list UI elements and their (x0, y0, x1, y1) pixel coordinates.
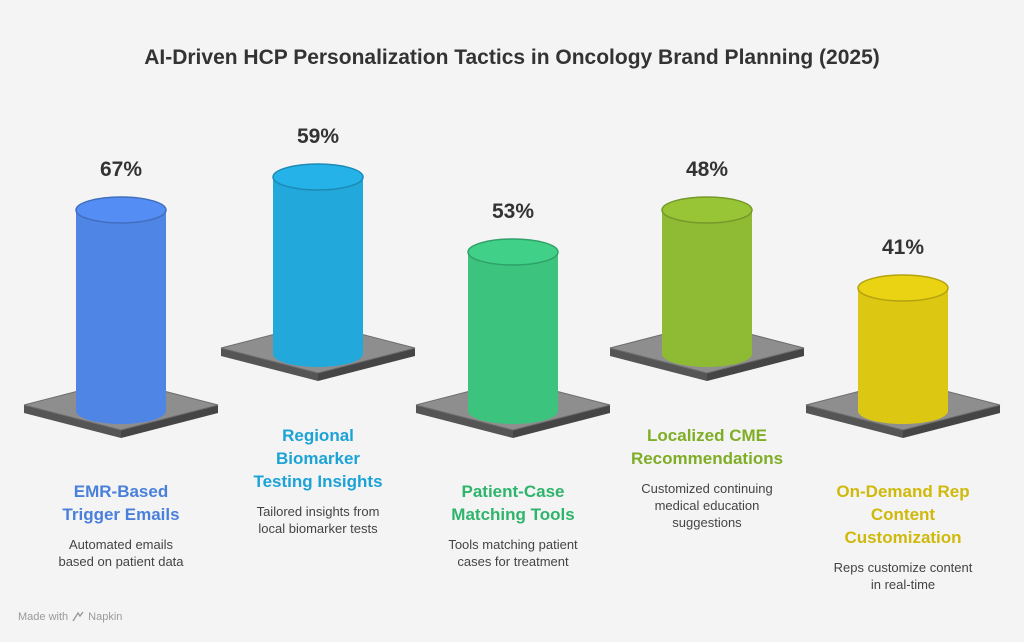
category-label-line: Matching Tools (451, 505, 575, 524)
value-label-4: 48% (686, 158, 728, 181)
category-label-line: Content (870, 505, 936, 524)
category-description-5: Reps customize content in real-time (808, 559, 998, 593)
base-plate-side-right (121, 405, 218, 438)
category-label-line: EMR-Based (73, 482, 169, 501)
cylinder-top (272, 163, 364, 191)
cylinder-bar-4: 48% (609, 158, 805, 381)
cylinder-bar-1: 67% (23, 158, 219, 438)
cylinder-body (858, 288, 948, 424)
category-description-4: Customized continuing medical education su… (612, 480, 802, 531)
category-label-5: On-Demand Rep Content Customization (808, 480, 998, 549)
description-line: Automated emails (68, 537, 174, 552)
value-label-3: 53% (492, 200, 534, 223)
category-label-line: Regional (282, 426, 354, 445)
category-label-line: Trigger Emails (62, 505, 180, 524)
base-plate-side-right (513, 405, 610, 438)
napkin-logo-icon (72, 611, 84, 622)
category-label-line: Customization (844, 528, 962, 547)
base-plate-side-left (610, 348, 707, 381)
value-label-1: 67% (100, 158, 142, 181)
category-label-1: EMR-Based Trigger Emails (26, 480, 216, 526)
description-line: cases for treatment (457, 554, 569, 569)
category-description-3: Tools matching patient cases for treatmen… (418, 536, 608, 570)
cylinder-top (75, 196, 167, 224)
description-line: Customized continuing (641, 481, 773, 496)
cylinder-body (273, 177, 363, 367)
category-label-line: On-Demand Rep (836, 482, 970, 501)
chart-title: AI-Driven HCP Personalization Tactics in… (144, 46, 880, 69)
cylinder-top (857, 274, 949, 302)
base-plate-side-left (416, 405, 513, 438)
category-label-2: Regional Biomarker Testing Insights (223, 424, 413, 493)
description-line: Reps customize content (833, 560, 973, 575)
category-label-line: Recommendations (630, 449, 784, 468)
category-label-4: Localized CME Recommendations (612, 424, 802, 470)
base-plate-side-left (806, 405, 903, 438)
value-label-2: 59% (297, 125, 339, 148)
cylinder-bar-3: 53% (415, 200, 611, 438)
description-line: Tools matching patient (448, 537, 578, 552)
description-line: Tailored insights from (256, 504, 380, 519)
description-line: suggestions (672, 515, 742, 530)
cylinder-top (467, 238, 559, 266)
category-label-line: Testing Insights (253, 472, 383, 491)
base-plate-side-right (318, 348, 415, 381)
cylinder-bar-5: 41% (805, 236, 1001, 438)
cylinder-body (662, 210, 752, 367)
category-label-line: Patient-Case (461, 482, 565, 501)
footer-text: Made with (18, 611, 69, 623)
base-plate-side-left (221, 348, 318, 381)
cylinder-body (468, 252, 558, 424)
category-label-line: Localized CME (647, 426, 767, 445)
category-description-1: Automated emails based on patient data (26, 536, 216, 570)
value-label-5: 41% (882, 236, 924, 259)
footer-brand: Napkin (88, 611, 123, 623)
category-label-line: Biomarker (275, 449, 361, 468)
category-label-3: Patient-Case Matching Tools (418, 480, 608, 526)
cylinder-bar-2: 59% (220, 125, 416, 381)
description-line: local biomarker tests (258, 521, 378, 536)
base-plate-side-left (24, 405, 121, 438)
cylinder-top (661, 196, 753, 224)
description-line: based on patient data (58, 554, 184, 569)
category-description-2: Tailored insights from local biomarker te… (223, 503, 413, 537)
base-plate-side-right (903, 405, 1000, 438)
cylinder-body (76, 210, 166, 424)
description-line: medical education (654, 498, 760, 513)
footer: Made with Napkin (18, 611, 122, 623)
base-plate-side-right (707, 348, 804, 381)
description-line: in real-time (870, 577, 936, 592)
